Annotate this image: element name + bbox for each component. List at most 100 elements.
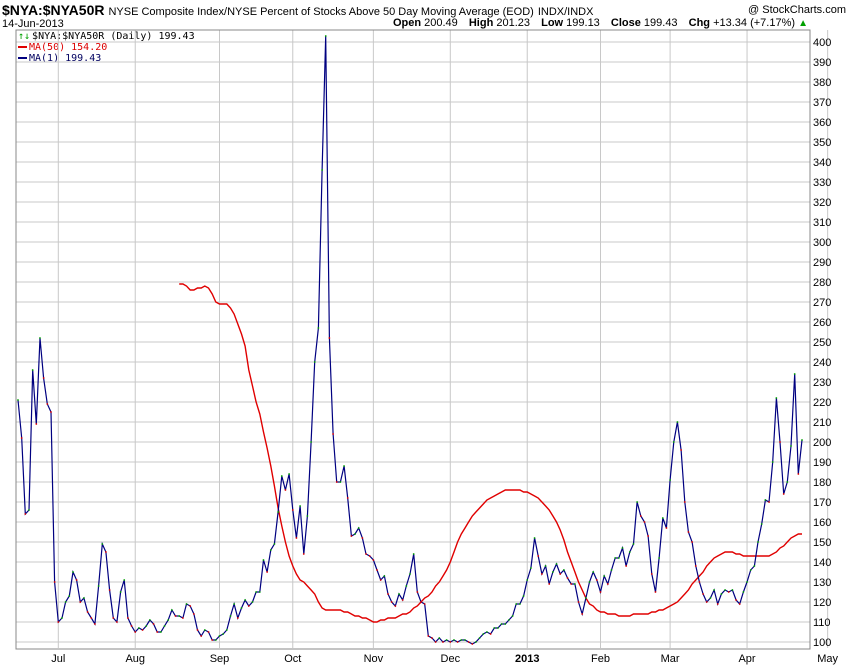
- price-point: [760, 523, 763, 525]
- x-tick-label: Apr: [738, 653, 755, 665]
- price-point: [610, 569, 613, 571]
- price-point: [742, 591, 745, 593]
- price-point: [636, 501, 639, 503]
- price-point: [661, 517, 664, 519]
- price-point: [313, 361, 316, 363]
- price-point: [68, 595, 71, 597]
- price-point: [438, 637, 441, 639]
- y-tick-label: 200: [813, 437, 831, 449]
- y-tick-label: 260: [813, 317, 831, 329]
- price-point: [343, 465, 345, 467]
- price-point: [456, 641, 459, 643]
- price-point: [390, 601, 393, 603]
- price-point: [394, 605, 397, 607]
- price-point: [793, 373, 796, 375]
- price-point: [185, 603, 188, 605]
- price-point: [251, 601, 254, 603]
- chart-title: $NYA:$NYA50R NYSE Composite Index/NYSE Pe…: [2, 2, 593, 18]
- price-point: [588, 581, 591, 583]
- price-point: [53, 581, 56, 583]
- y-tick-label: 360: [813, 117, 831, 129]
- y-tick-label: 390: [813, 57, 831, 69]
- price-point: [621, 547, 624, 549]
- price-point: [328, 337, 331, 339]
- price-point: [108, 589, 111, 591]
- low-value: 199.13: [566, 17, 600, 29]
- price-point: [500, 623, 503, 625]
- ticker-symbol: $NYA:$NYA50R: [2, 2, 105, 18]
- y-tick-label: 100: [813, 637, 831, 649]
- price-point: [694, 565, 697, 567]
- y-tick-label: 300: [813, 237, 831, 249]
- x-tick-label: Feb: [591, 653, 610, 665]
- price-point: [335, 481, 338, 483]
- open-label: Open: [392, 17, 422, 29]
- price-point: [354, 533, 356, 535]
- close-value: 199.43: [643, 17, 678, 29]
- y-tick-label: 180: [813, 477, 831, 489]
- price-point: [548, 583, 551, 585]
- price-point: [368, 555, 371, 557]
- price-point: [680, 449, 683, 451]
- y-tick-label: 320: [813, 197, 831, 209]
- price-point: [383, 575, 386, 577]
- price-point: [797, 473, 800, 475]
- y-tick-label: 140: [813, 557, 831, 569]
- low-label: Low: [541, 17, 564, 29]
- price-point: [632, 543, 635, 545]
- y-tick-label: 380: [813, 77, 831, 89]
- price-point: [544, 565, 547, 567]
- price-point: [17, 399, 19, 401]
- price-point: [519, 603, 521, 605]
- price-point: [508, 619, 510, 621]
- up-tick-icon: ↑↓: [18, 31, 31, 42]
- price-point: [152, 623, 155, 625]
- y-tick-label: 280: [813, 277, 831, 289]
- price-point: [295, 537, 298, 539]
- price-point: [427, 635, 430, 637]
- price-point: [302, 553, 305, 555]
- price-point: [277, 511, 280, 513]
- price-point: [365, 553, 367, 555]
- price-point: [134, 631, 137, 633]
- price-point: [753, 565, 756, 567]
- price-point: [229, 615, 232, 617]
- price-point: [735, 599, 737, 601]
- price-point: [768, 501, 770, 503]
- legend-ma1: MA(1) 199.43: [18, 53, 195, 64]
- price-point: [350, 535, 353, 537]
- y-tick-label: 150: [813, 537, 831, 549]
- price-point: [486, 631, 488, 633]
- price-point: [332, 433, 334, 435]
- price-point: [79, 601, 82, 603]
- price-point: [691, 541, 693, 543]
- price-point: [555, 563, 558, 565]
- price-point: [269, 549, 272, 551]
- exchange-label: INDX/INDX: [537, 6, 594, 18]
- price-point: [779, 441, 781, 443]
- price-point: [639, 515, 642, 517]
- price-point: [97, 585, 100, 587]
- price-point: [50, 411, 52, 413]
- price-point: [782, 493, 785, 495]
- price-point: [247, 605, 250, 607]
- price-point: [31, 369, 34, 371]
- legend-ma50: MA(50) 154.20: [18, 42, 195, 53]
- y-tick-label: 170: [813, 497, 831, 509]
- price-point: [577, 601, 580, 603]
- price-point: [339, 481, 342, 483]
- price-point: [643, 521, 646, 523]
- price-point: [713, 589, 715, 591]
- price-point: [112, 617, 115, 619]
- price-point: [764, 499, 767, 501]
- price-point: [346, 497, 349, 499]
- y-axis: 100 110 120 130 140 150 160 170 180 190 200 210 220 2…: [813, 37, 831, 649]
- price-point: [449, 641, 452, 643]
- price-point: [233, 603, 236, 605]
- price-point: [676, 421, 679, 423]
- x-tick-label: Oct: [284, 653, 301, 665]
- price-point: [467, 641, 470, 643]
- y-tick-label: 340: [813, 157, 831, 169]
- x-tick-label: Sep: [210, 653, 230, 665]
